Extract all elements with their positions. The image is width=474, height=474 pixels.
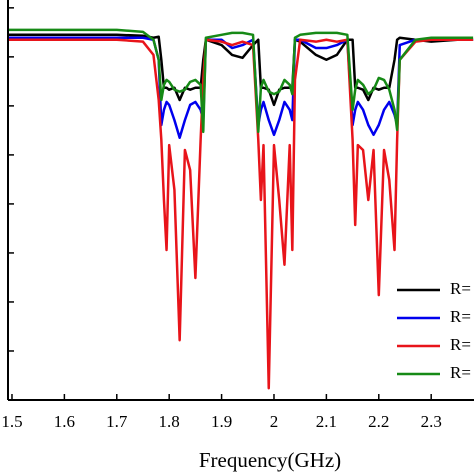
x-tick-label: 2.1 xyxy=(316,412,337,431)
x-tick-label: 1.8 xyxy=(159,412,180,431)
legend-label: R= xyxy=(450,307,471,326)
x-tick-label: 2 xyxy=(270,412,279,431)
x-tick-label: 1.6 xyxy=(54,412,75,431)
series-line xyxy=(8,33,474,107)
series-line xyxy=(8,36,474,139)
legend-label: R= xyxy=(450,363,471,382)
legend-label: R= xyxy=(450,279,471,298)
legend-label: R= xyxy=(450,335,471,354)
series-line xyxy=(8,28,474,134)
x-axis-title: Frequency(GHz) xyxy=(199,448,341,472)
plot-lines xyxy=(8,28,474,390)
x-tick-label: 1.9 xyxy=(211,412,232,431)
x-tick-label: 2.3 xyxy=(421,412,442,431)
x-tick-label: 1.7 xyxy=(106,412,128,431)
x-tick-label: 1.5 xyxy=(1,412,22,431)
series-line xyxy=(8,38,474,390)
x-tick-label: 2.2 xyxy=(368,412,389,431)
